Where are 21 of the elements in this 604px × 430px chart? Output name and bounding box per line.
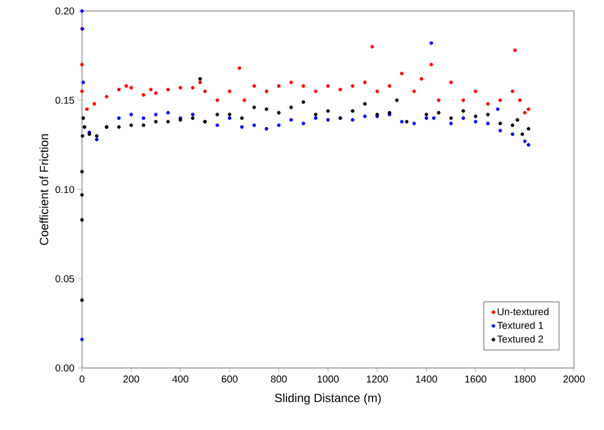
y-tick-label: 0.00	[55, 364, 74, 372]
x-axis-title: Sliding Distance (m)	[275, 393, 381, 405]
y-tick-label: 0.10	[55, 186, 74, 194]
x-tick-label: 2000	[563, 376, 585, 383]
x-tick-label: 1400	[416, 376, 438, 383]
y-tick-label: 0.20	[55, 7, 74, 15]
x-tick-label: 1800	[514, 376, 536, 383]
x-tick-label: 1600	[465, 376, 486, 383]
x-tick-label: 0	[80, 376, 84, 383]
x-tick-label: 200	[123, 376, 140, 383]
legend-label: Un-textured	[498, 308, 548, 316]
legend-label: Textured 2	[497, 335, 544, 343]
x-tick-label: 800	[270, 376, 287, 383]
y-tick-label: 0.15	[55, 96, 74, 104]
x-tick-label: 1200	[366, 376, 388, 383]
legend-label: Textured 1	[497, 322, 544, 329]
x-tick-label: 1000	[318, 376, 339, 383]
x-tick-label: 400	[172, 376, 188, 383]
y-axis-title: Coefficient of Friction	[39, 134, 48, 245]
x-tick-label: 600	[222, 376, 238, 383]
y-tick-label: 0.05	[55, 275, 74, 282]
